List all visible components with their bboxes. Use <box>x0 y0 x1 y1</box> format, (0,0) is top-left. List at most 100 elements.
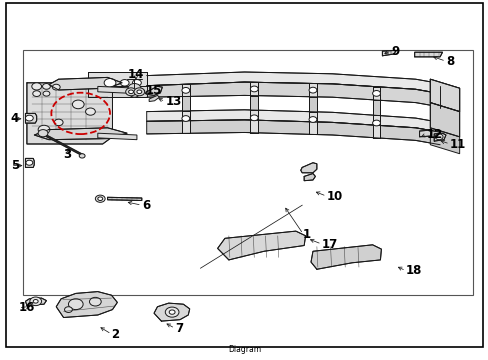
Polygon shape <box>372 115 380 138</box>
Polygon shape <box>308 112 316 134</box>
Polygon shape <box>300 163 316 173</box>
Polygon shape <box>429 79 459 112</box>
Circle shape <box>128 84 141 93</box>
Polygon shape <box>308 97 316 112</box>
Polygon shape <box>308 84 316 97</box>
Circle shape <box>120 80 129 86</box>
Text: 18: 18 <box>405 264 421 277</box>
Text: 7: 7 <box>175 322 183 335</box>
Polygon shape <box>107 197 142 201</box>
Circle shape <box>372 120 380 126</box>
Bar <box>23 50 472 295</box>
Text: 16: 16 <box>19 301 35 314</box>
Text: 13: 13 <box>165 95 181 108</box>
Text: 12: 12 <box>426 128 442 141</box>
Circle shape <box>308 117 316 122</box>
Circle shape <box>89 297 101 306</box>
Polygon shape <box>382 50 395 56</box>
Text: 6: 6 <box>142 199 150 212</box>
Text: 5: 5 <box>11 159 19 172</box>
Circle shape <box>308 87 316 93</box>
Text: 17: 17 <box>321 238 337 251</box>
Circle shape <box>38 130 48 137</box>
Polygon shape <box>146 82 439 107</box>
Circle shape <box>182 116 189 121</box>
Polygon shape <box>25 113 37 123</box>
Circle shape <box>182 87 189 93</box>
Polygon shape <box>146 120 439 145</box>
Circle shape <box>30 297 41 306</box>
Polygon shape <box>146 110 439 132</box>
Text: 8: 8 <box>445 55 453 68</box>
Polygon shape <box>429 79 459 112</box>
Text: 15: 15 <box>145 84 162 97</box>
Circle shape <box>26 160 33 165</box>
Polygon shape <box>56 292 117 318</box>
Circle shape <box>95 195 105 202</box>
Circle shape <box>43 91 50 96</box>
Polygon shape <box>182 96 189 111</box>
Polygon shape <box>88 86 146 97</box>
Circle shape <box>42 84 50 89</box>
Polygon shape <box>25 158 34 167</box>
Polygon shape <box>414 52 442 57</box>
Polygon shape <box>429 128 459 154</box>
Circle shape <box>33 91 41 96</box>
Polygon shape <box>98 86 137 94</box>
Text: 10: 10 <box>326 190 342 203</box>
Circle shape <box>129 90 139 97</box>
Circle shape <box>125 88 136 96</box>
Circle shape <box>128 90 133 94</box>
Polygon shape <box>146 86 162 95</box>
Polygon shape <box>372 100 380 115</box>
Polygon shape <box>429 103 459 137</box>
Circle shape <box>169 310 175 314</box>
Text: 14: 14 <box>127 68 144 81</box>
Polygon shape <box>433 133 445 141</box>
Circle shape <box>72 100 84 109</box>
Text: 1: 1 <box>303 228 311 240</box>
Polygon shape <box>250 110 258 133</box>
Polygon shape <box>304 174 315 181</box>
Polygon shape <box>34 128 127 140</box>
Text: Diagram: Diagram <box>227 345 261 354</box>
Polygon shape <box>419 130 430 137</box>
Circle shape <box>64 307 72 312</box>
Circle shape <box>137 90 142 94</box>
Polygon shape <box>27 83 112 144</box>
FancyBboxPatch shape <box>6 3 482 347</box>
Circle shape <box>98 197 102 201</box>
Text: 11: 11 <box>449 138 465 150</box>
Polygon shape <box>182 111 189 133</box>
Polygon shape <box>149 95 159 102</box>
Polygon shape <box>146 72 439 94</box>
Circle shape <box>250 86 258 92</box>
Circle shape <box>32 83 41 90</box>
Text: 4: 4 <box>11 112 19 125</box>
Circle shape <box>250 115 258 121</box>
Circle shape <box>33 300 38 303</box>
Polygon shape <box>98 133 137 140</box>
Circle shape <box>38 125 50 134</box>
Circle shape <box>85 108 95 115</box>
Circle shape <box>372 90 380 96</box>
Text: 9: 9 <box>390 45 399 58</box>
Text: 3: 3 <box>63 148 72 161</box>
Polygon shape <box>310 245 381 269</box>
Circle shape <box>434 134 442 140</box>
Circle shape <box>79 154 85 158</box>
Polygon shape <box>154 303 189 321</box>
Polygon shape <box>49 77 122 90</box>
Polygon shape <box>88 72 146 86</box>
Circle shape <box>52 84 60 90</box>
Polygon shape <box>372 87 380 100</box>
Text: 2: 2 <box>111 328 120 341</box>
Polygon shape <box>182 84 189 96</box>
Circle shape <box>165 307 179 317</box>
Polygon shape <box>217 231 305 260</box>
Polygon shape <box>41 132 84 157</box>
Polygon shape <box>250 96 258 110</box>
Circle shape <box>25 115 33 121</box>
Circle shape <box>134 88 144 96</box>
Polygon shape <box>25 298 46 305</box>
